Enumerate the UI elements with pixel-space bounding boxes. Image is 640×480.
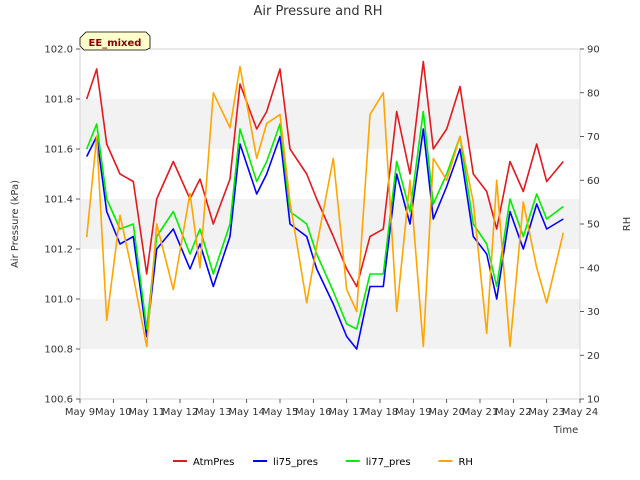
x-tick-label: May 10 — [95, 407, 132, 418]
grid-band — [80, 99, 580, 149]
y-right-tick-label: 50 — [587, 220, 600, 231]
legend-label-atmpres: AtmPres — [193, 457, 234, 468]
y-left-tick-label: 100.8 — [44, 345, 73, 356]
badge: EE_mixed — [79, 31, 151, 51]
x-tick-label: May 14 — [228, 407, 265, 418]
x-tick-label: May 19 — [395, 407, 432, 418]
x-tick-label: May 9 — [65, 407, 95, 418]
legend: AtmPres li75_pres li77_pres RH — [172, 457, 473, 468]
series-line-li75-pres — [85, 128, 564, 350]
y-left-tick-label: 102.0 — [44, 45, 73, 56]
y-right-tick-label: 70 — [587, 132, 600, 143]
y-right-tick-label: 90 — [587, 45, 600, 56]
y-right-tick-label: 40 — [587, 263, 600, 274]
x-tick-label: May 22 — [495, 407, 532, 418]
grid-bands — [80, 99, 580, 349]
badge-label: EE_mixed — [89, 38, 142, 49]
x-tick-label: May 18 — [362, 407, 399, 418]
x-axis-title: Time — [553, 425, 578, 436]
chart-title: Air Pressure and RH — [253, 4, 382, 19]
y-right-tick-label: 20 — [587, 351, 600, 362]
y-right-tick-label: 30 — [587, 307, 600, 318]
legend-label-li75-pres: li75_pres — [273, 457, 318, 468]
legend-label-rh: RH — [458, 457, 472, 468]
y-right-tick-label: 60 — [587, 176, 600, 187]
y-right-tick-label: 80 — [587, 88, 600, 99]
x-tick-label: May 11 — [128, 407, 165, 418]
y-right-tick-label: 10 — [587, 395, 600, 406]
y-axis-left-title: Air Pressure (kPa) — [10, 180, 21, 268]
x-tick-label: May 12 — [162, 407, 199, 418]
x-tick-label: May 20 — [428, 407, 465, 418]
x-tick-label: May 23 — [528, 407, 565, 418]
y-left-tick-label: 101.0 — [44, 295, 73, 306]
y-left-tick-label: 100.6 — [44, 395, 73, 406]
x-tick-label: May 15 — [262, 407, 299, 418]
y-left-tick-label: 101.4 — [44, 195, 73, 206]
y-axis-right-title: RH — [622, 217, 633, 231]
x-tick-label: May 17 — [328, 407, 365, 418]
series-line-rh — [85, 65, 565, 348]
series-layer — [85, 60, 565, 350]
grid-band — [80, 299, 580, 349]
x-tick-label: May 16 — [295, 407, 332, 418]
x-tick-label: May 13 — [195, 407, 232, 418]
x-tick-label: May 21 — [462, 407, 499, 418]
series-line-atmpres — [85, 60, 564, 288]
y-left-tick-label: 101.6 — [44, 145, 73, 156]
legend-label-li77-pres: li77_pres — [366, 457, 411, 468]
x-tick-label: May 24 — [562, 407, 599, 418]
y-left-tick-label: 101.2 — [44, 245, 73, 256]
y-left-tick-label: 101.8 — [44, 95, 73, 106]
